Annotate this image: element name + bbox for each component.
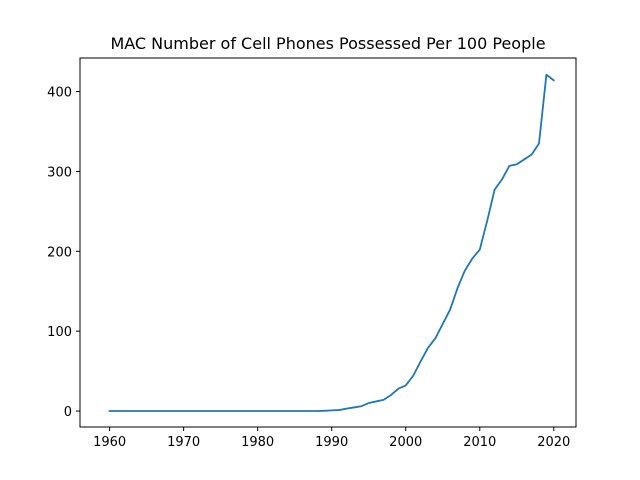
axis-ticks: 1960 1970 1980 1990 2000 2010 2020 0 100 200 300 40… [47, 86, 570, 450]
x-tick-label: 2020 [537, 435, 570, 450]
x-tick-label: 1970 [167, 435, 200, 450]
plot-area [108, 73, 556, 412]
y-tick-label: 400 [47, 86, 72, 101]
x-tick-label: 2000 [389, 435, 422, 450]
series-line [108, 73, 556, 412]
x-tick-label: 1990 [315, 435, 348, 450]
x-tick-label: 2010 [463, 435, 496, 450]
chart-title: MAC Number of Cell Phones Possessed Per … [110, 34, 545, 53]
plot-frame [79, 57, 577, 428]
x-tick-label: 1980 [241, 435, 274, 450]
y-tick-label: 300 [47, 165, 72, 180]
y-tick-label: 200 [47, 245, 72, 260]
y-tick-label: 0 [64, 405, 72, 420]
y-tick-label: 100 [47, 325, 72, 340]
x-tick-label: 1960 [93, 435, 126, 450]
